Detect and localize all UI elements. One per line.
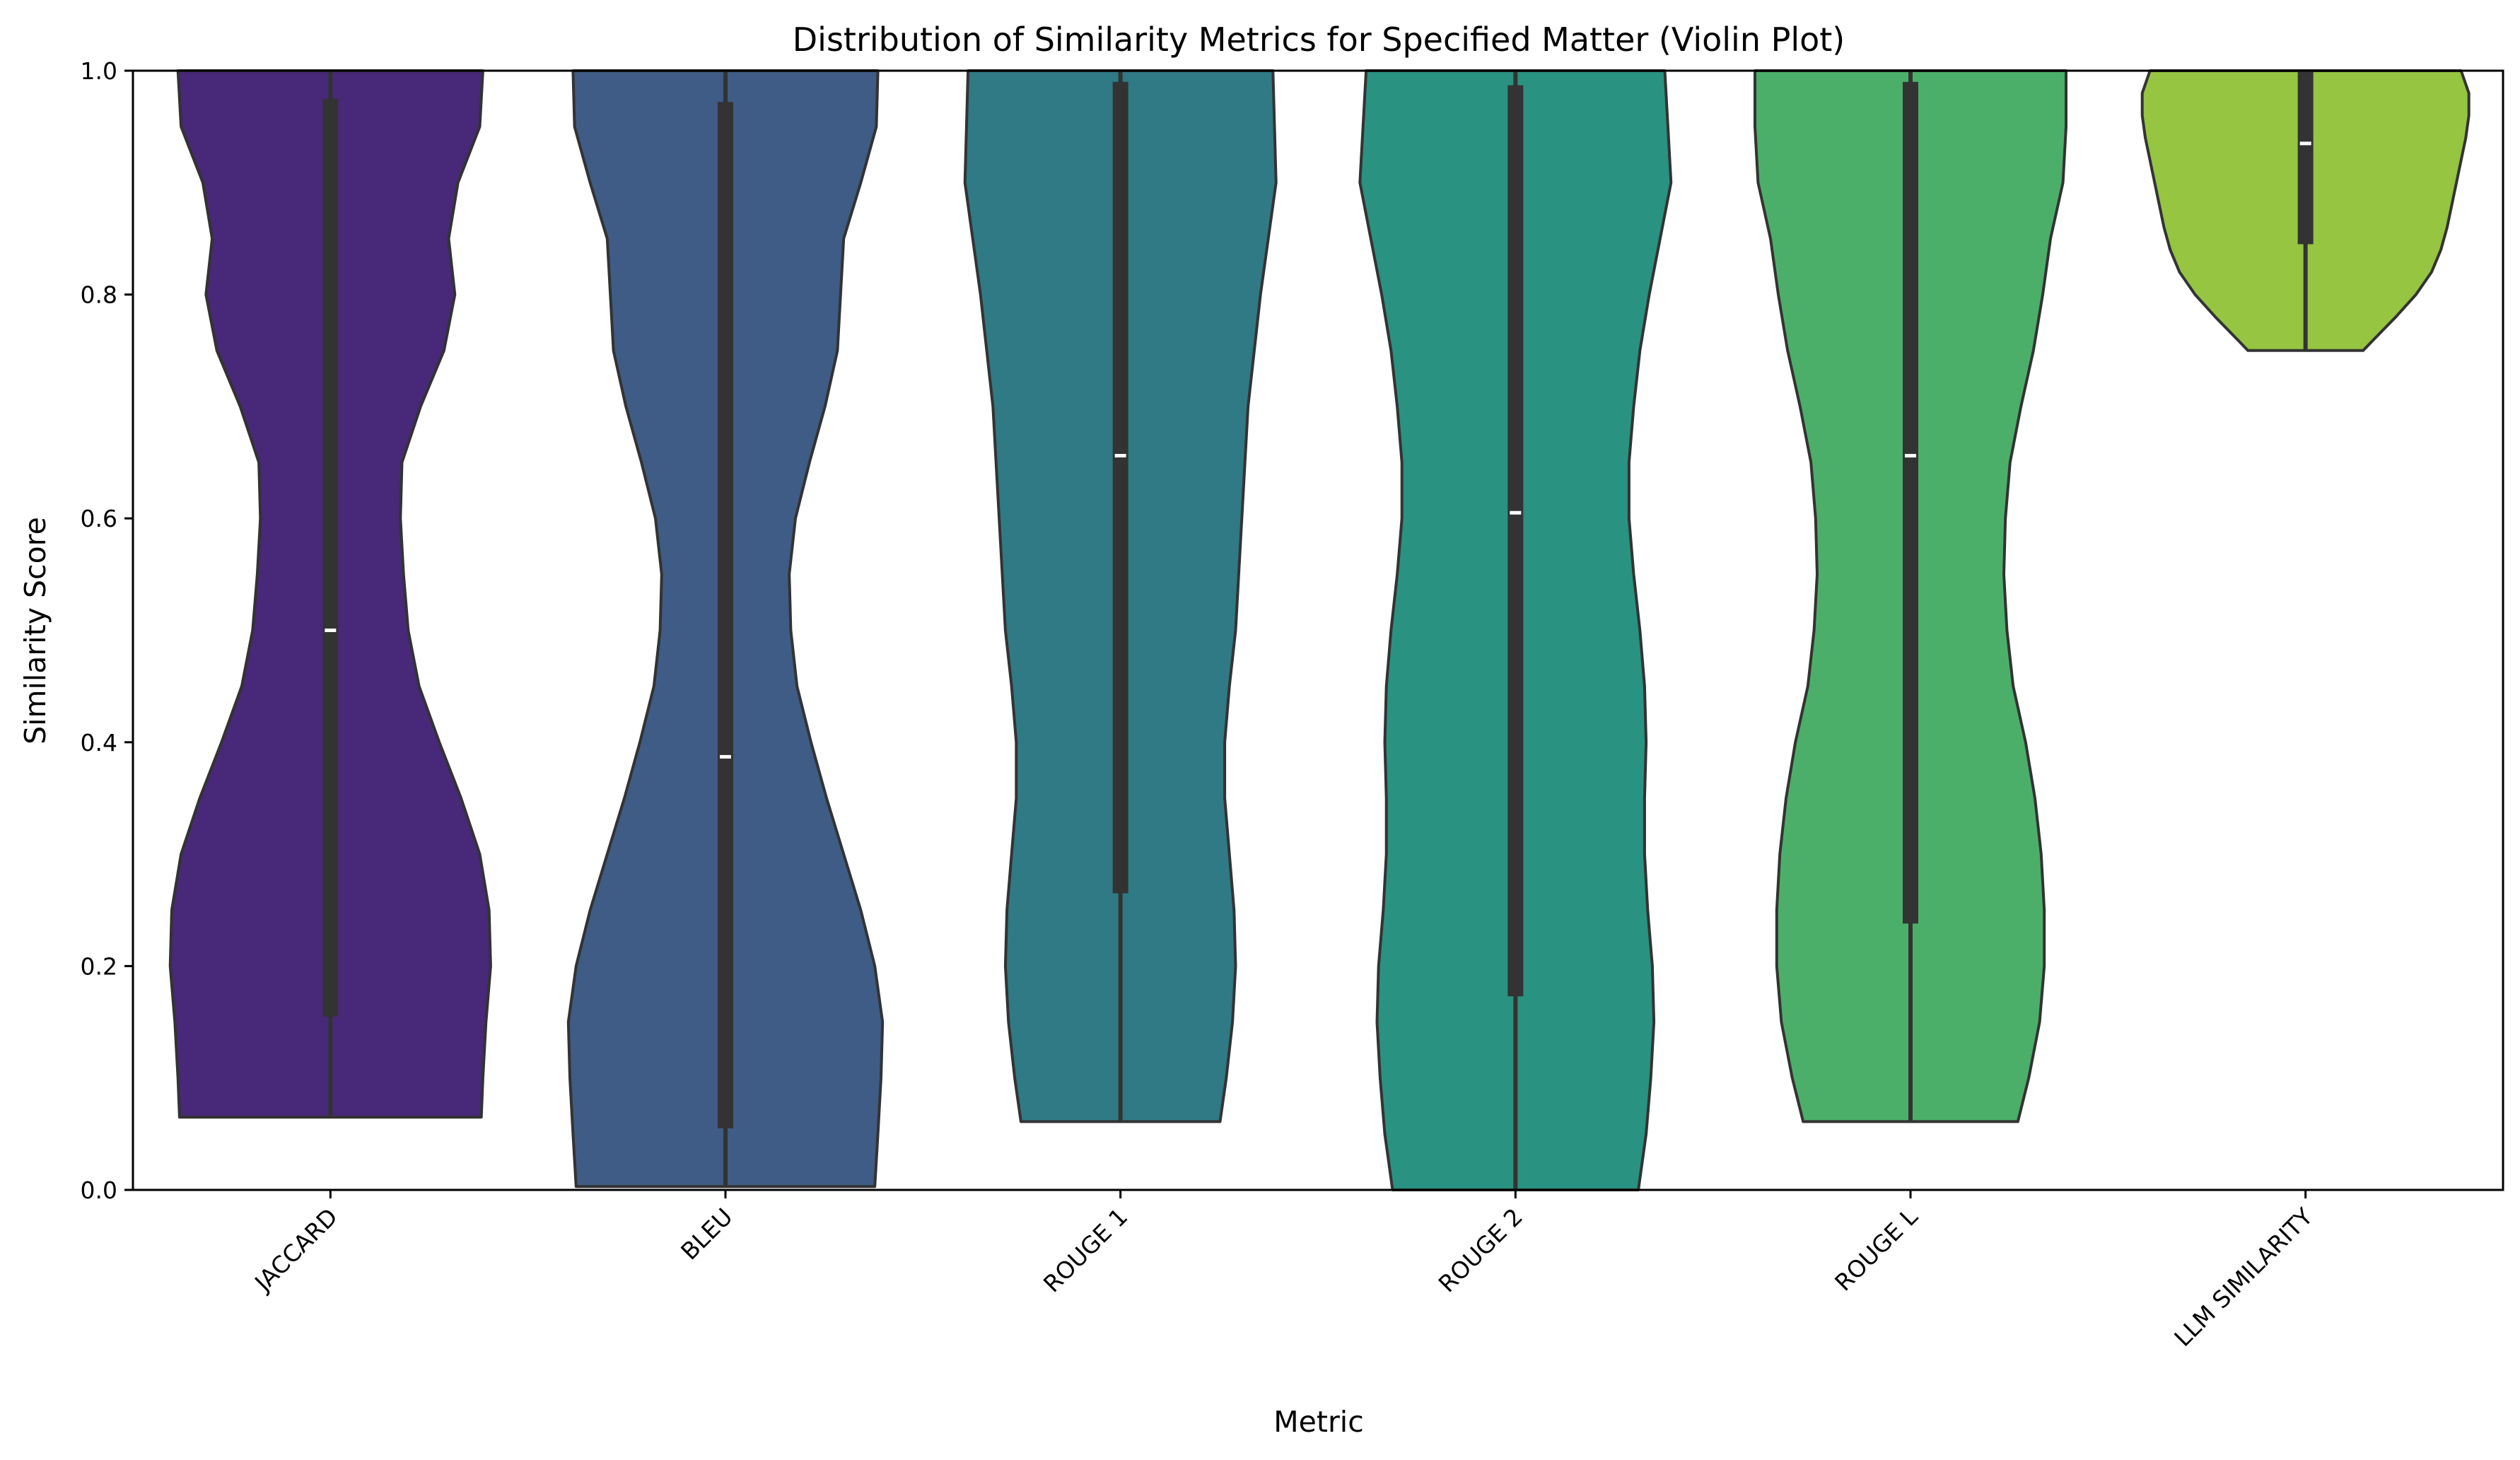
y-tick-label: 0.2 <box>81 952 117 980</box>
chart-title: Distribution of Similarity Metrics for S… <box>793 21 1845 59</box>
y-tick-label: 0.8 <box>81 281 117 309</box>
violins-group <box>168 69 2471 1191</box>
violin-iqr-box <box>322 98 339 1017</box>
y-tick-label: 1.0 <box>81 57 117 85</box>
y-tick-label: 0.0 <box>81 1176 117 1204</box>
violin-iqr-box <box>2297 71 2314 245</box>
violin-iqr-box <box>1112 81 1128 894</box>
y-tick-label: 0.4 <box>81 729 117 757</box>
plot-frame <box>132 69 2504 1191</box>
violin-iqr-box <box>718 102 733 1128</box>
violin-iqr-box <box>1903 81 1918 924</box>
y-axis-label: Similarity Score <box>18 517 52 744</box>
y-axis-ticks: 0.0 0.2 0.4 0.6 0.8 1.0 <box>81 57 133 1204</box>
violin-iqr-box <box>1507 85 1524 997</box>
x-axis-label: Metric <box>1273 1405 1363 1439</box>
y-tick-label: 0.6 <box>81 505 117 532</box>
